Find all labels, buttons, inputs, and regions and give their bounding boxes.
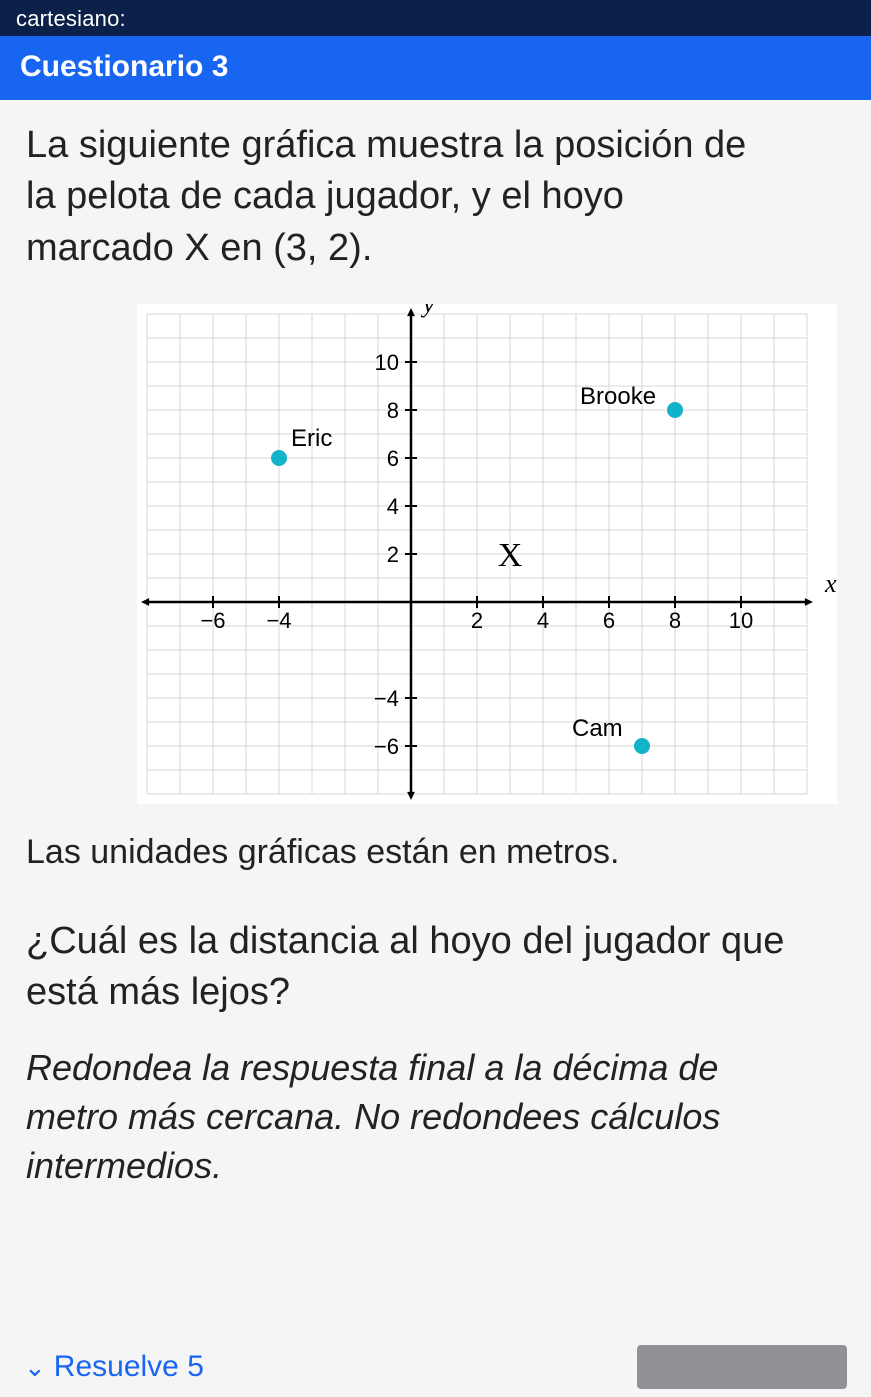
solve-steps-link[interactable]: ⌄ Resuelve 5 [24,1350,204,1384]
svg-text:10: 10 [729,608,753,633]
question-line-1: ¿Cuál es la distancia al hoyo del jugado… [26,920,784,962]
solve-label: Resuelve 5 [54,1350,204,1384]
svg-text:Brooke: Brooke [580,383,656,410]
svg-text:−4: −4 [266,608,291,633]
svg-text:4: 4 [387,494,399,519]
svg-text:6: 6 [387,446,399,471]
prompt-line-3-prefix: marcado X en [26,227,273,269]
svg-text:y: y [420,304,435,318]
svg-text:Cam: Cam [572,715,623,742]
footer-bar: ⌄ Resuelve 5 [0,1345,871,1397]
prompt-text: La siguiente gráfica muestra la posición… [26,120,845,274]
breadcrumb-tail: cartesiano: [16,6,126,31]
svg-text:2: 2 [471,608,483,633]
quiz-header: Cuestionario 3 [0,36,871,100]
svg-text:−6: −6 [200,608,225,633]
instruction-line-2: metro más cercana. No redondees cálculos [26,1096,720,1137]
svg-text:x: x [824,569,837,598]
breadcrumb: cartesiano: [0,0,871,36]
svg-text:8: 8 [669,608,681,633]
svg-text:X: X [498,537,523,574]
prompt-line-1: La siguiente gráfica muestra la posición… [26,124,746,166]
instruction-text: Redondea la respuesta final a la décima … [26,1044,845,1190]
svg-text:6: 6 [603,608,615,633]
svg-text:4: 4 [537,608,549,633]
svg-text:−4: −4 [374,686,399,711]
svg-text:Eric: Eric [291,425,332,452]
chart-caption: Las unidades gráficas están en metros. [26,830,845,876]
svg-text:2: 2 [387,542,399,567]
prompt-line-3-suffix: . [362,227,373,269]
svg-text:8: 8 [387,398,399,423]
svg-text:−6: −6 [374,734,399,759]
next-button[interactable] [637,1345,847,1389]
chevron-down-icon: ⌄ [24,1352,46,1383]
quiz-label: Cuestionario 3 [20,50,228,83]
prompt-line-2: la pelota de cada jugador, y el hoyo [26,175,624,217]
question-line-2: está más lejos? [26,971,290,1013]
chart-container: −6 −4 2 4 6 8 10 2 4 6 8 10 −4 −6 x y X Eric Brooke Cam [26,304,845,804]
hole-coordinate: (3, 2) [273,227,362,269]
question-text: ¿Cuál es la distancia al hoyo del jugado… [26,916,845,1019]
coordinate-chart: −6 −4 2 4 6 8 10 2 4 6 8 10 −4 −6 x y X Eric Brooke Cam [137,304,837,804]
content-area: La siguiente gráfica muestra la posición… [0,100,871,1190]
instruction-line-1: Redondea la respuesta final a la décima … [26,1047,718,1088]
svg-text:10: 10 [375,350,399,375]
instruction-line-3: intermedios. [26,1145,222,1186]
